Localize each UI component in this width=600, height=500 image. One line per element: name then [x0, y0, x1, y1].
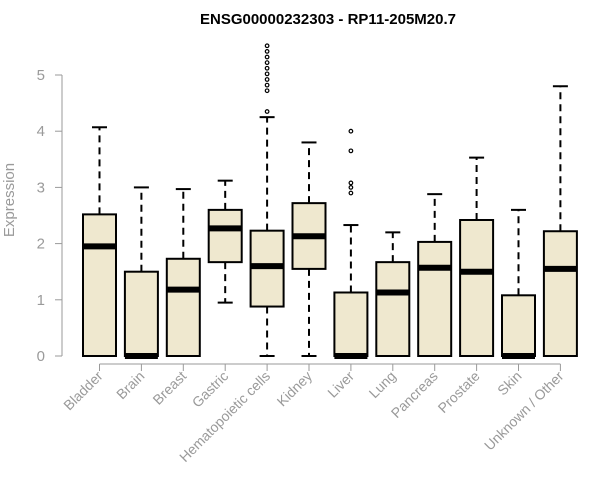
- y-tick-label: 2: [37, 236, 45, 253]
- outlier-point: [348, 184, 354, 190]
- x-tick-label: Prostate: [435, 368, 483, 416]
- x-tick-label: Unknown / Other: [481, 368, 567, 454]
- outlier-point: [348, 148, 354, 154]
- outlier-point: [264, 65, 270, 71]
- outlier-point: [348, 128, 354, 134]
- outlier-point: [264, 109, 270, 114]
- box-group: [207, 179, 243, 304]
- x-tick-label: Bladder: [60, 368, 106, 414]
- box: [417, 240, 453, 357]
- y-axis-label: Expression: [1, 163, 18, 237]
- outlier-point: [264, 48, 270, 54]
- box-group: [417, 193, 453, 357]
- y-tick-label: 0: [37, 348, 45, 365]
- outlier-point: [264, 60, 270, 66]
- x-tick-label: Lung: [366, 368, 399, 401]
- outlier-point: [264, 54, 270, 60]
- y-axis: 0 1 2 3 4 5: [37, 67, 63, 365]
- box: [375, 261, 411, 357]
- box-group: [542, 85, 578, 357]
- x-tick-label: Kidney: [274, 368, 316, 410]
- y-tick-label: 5: [37, 67, 45, 84]
- box: [501, 294, 536, 357]
- box: [82, 213, 117, 357]
- outlier-point: [264, 71, 270, 77]
- x-tick-label: Breast: [149, 368, 189, 408]
- y-tick-label: 4: [37, 123, 45, 140]
- box-group: [123, 186, 159, 359]
- box-group: [459, 156, 495, 357]
- x-tick-label: Liver: [324, 368, 357, 401]
- outlier-point: [264, 77, 270, 82]
- outlier-point: [264, 88, 270, 94]
- outlier-point: [348, 180, 354, 186]
- y-tick-label: 1: [37, 292, 45, 309]
- y-tick-label: 3: [37, 179, 45, 196]
- box: [542, 230, 578, 357]
- plot-area: [82, 43, 578, 359]
- chart-title: ENSG00000232303 - RP11-205M20.7: [200, 11, 456, 28]
- box-group: [165, 188, 201, 357]
- box-group: [82, 126, 117, 357]
- box: [207, 208, 243, 264]
- outlier-point: [348, 190, 354, 196]
- box: [333, 291, 369, 357]
- outlier-point: [264, 43, 270, 49]
- box-group: [291, 141, 327, 357]
- box-group: [501, 208, 536, 359]
- box-group: [375, 231, 411, 357]
- x-tick-label: Skin: [494, 368, 525, 399]
- box: [123, 270, 159, 358]
- outlier-point: [264, 82, 270, 88]
- box: [459, 218, 495, 357]
- x-tick-label: Brain: [113, 368, 147, 402]
- box-group: [333, 128, 369, 359]
- x-tick-label: Pancreas: [388, 368, 441, 421]
- box-group: [249, 43, 285, 357]
- box: [165, 257, 201, 357]
